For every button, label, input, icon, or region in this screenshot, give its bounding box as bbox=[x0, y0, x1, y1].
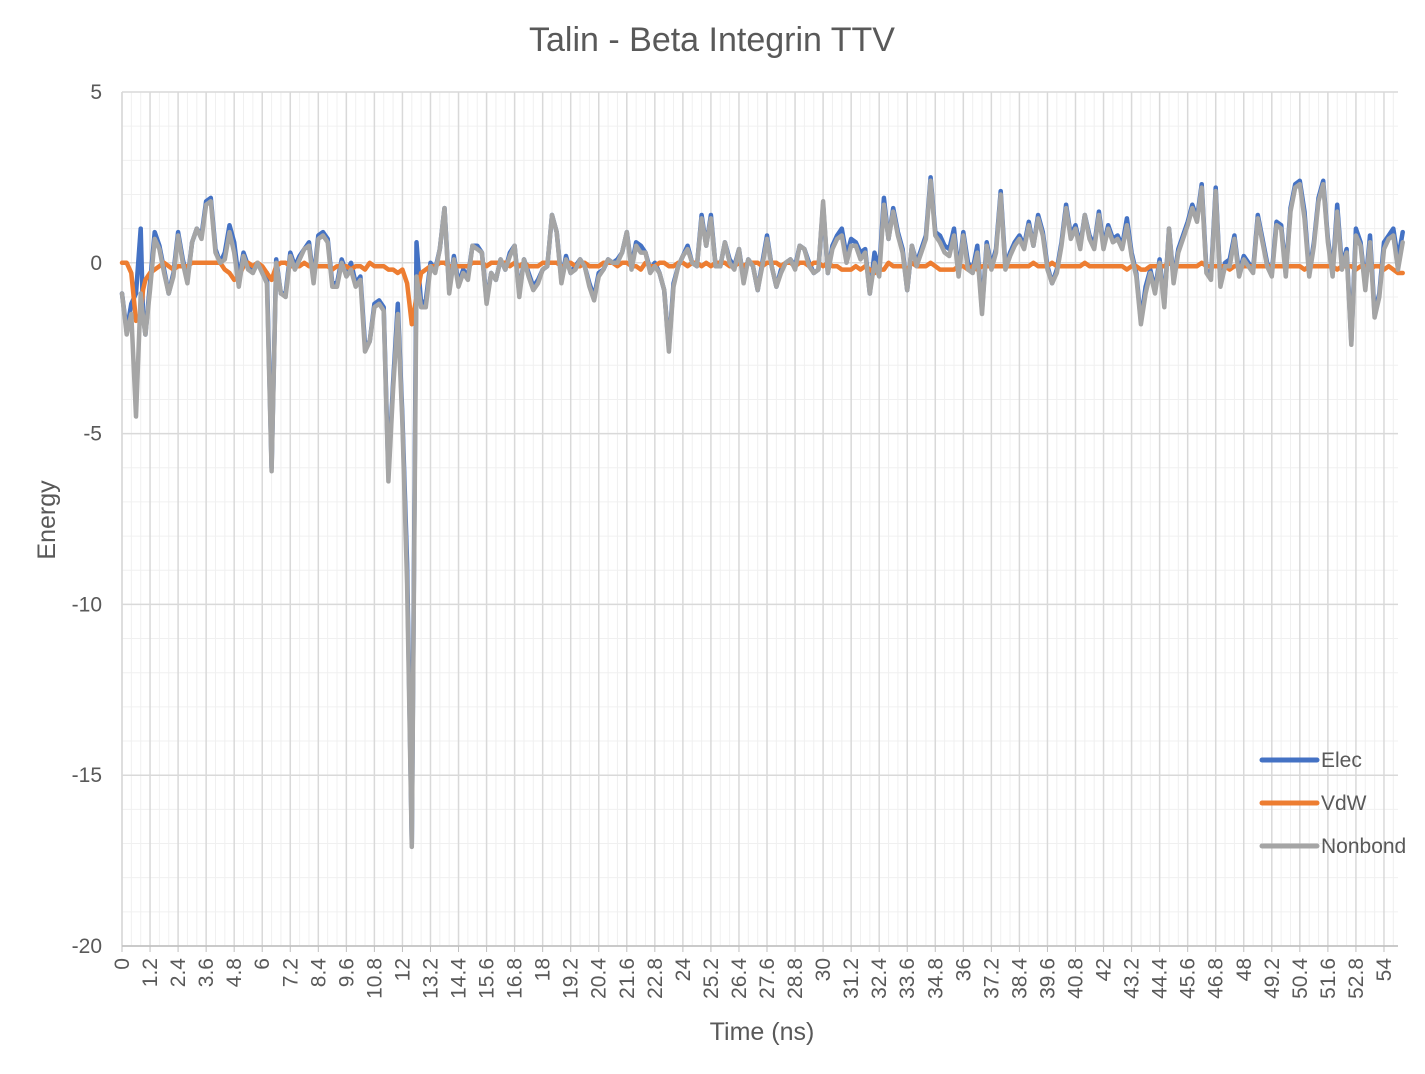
x-tick-label: 12 bbox=[391, 958, 414, 981]
x-tick-label: 19.2 bbox=[560, 958, 583, 999]
x-tick-label: 0 bbox=[111, 958, 134, 970]
x-tick-label: 39.6 bbox=[1036, 958, 1059, 999]
x-axis-title: Time (ns) bbox=[710, 1018, 815, 1046]
x-tick-label: 50.4 bbox=[1289, 958, 1312, 999]
x-tick-label: 42 bbox=[1093, 958, 1116, 981]
chart-title: Talin - Beta Integrin TTV bbox=[529, 21, 895, 59]
x-tick-label: 6 bbox=[251, 958, 274, 970]
y-tick-label: -20 bbox=[72, 935, 102, 958]
x-tick-label: 15.6 bbox=[476, 958, 499, 999]
y-tick-label: -10 bbox=[72, 593, 102, 616]
x-tick-label: 36 bbox=[952, 958, 975, 981]
x-tick-label: 28.8 bbox=[784, 958, 807, 999]
x-tick-label: 24 bbox=[672, 958, 695, 982]
x-tick-label: 48 bbox=[1233, 958, 1256, 981]
x-tick-label: 33.6 bbox=[896, 958, 919, 999]
x-tick-label: 38.4 bbox=[1008, 958, 1031, 999]
x-tick-label: 37.2 bbox=[980, 958, 1003, 999]
legend: Elec VdW Nonbond bbox=[1259, 749, 1406, 858]
x-tick-label: 40.8 bbox=[1064, 958, 1087, 999]
x-tick-label: 8.4 bbox=[307, 958, 330, 988]
x-tick-label: 25.2 bbox=[700, 958, 723, 999]
x-tick-label: 30 bbox=[812, 958, 835, 981]
x-tick-label: 31.2 bbox=[840, 958, 863, 999]
series-line-nonbond bbox=[119, 178, 1405, 850]
x-tick-label: 2.4 bbox=[167, 958, 190, 988]
x-tick-label: 43.2 bbox=[1121, 958, 1144, 999]
y-tick-label: -15 bbox=[72, 764, 102, 787]
legend-label-elec: Elec bbox=[1321, 749, 1362, 772]
x-tick-label: 49.2 bbox=[1261, 958, 1284, 999]
x-tick-label: 1.2 bbox=[139, 958, 162, 987]
x-tick-label: 14.4 bbox=[448, 958, 471, 999]
x-tick-label: 46.8 bbox=[1205, 958, 1228, 999]
grid bbox=[121, 91, 1398, 947]
x-tick-label: 3.6 bbox=[195, 958, 218, 987]
x-tick-label: 13.2 bbox=[419, 958, 442, 999]
y-tick-label: 5 bbox=[90, 81, 102, 104]
legend-label-vdw: VdW bbox=[1321, 792, 1367, 815]
y-axis-ticks: 5 0 -5 -10 -15 -20 bbox=[72, 81, 102, 958]
x-tick-label: 7.2 bbox=[279, 958, 302, 987]
x-tick-label: 9.6 bbox=[335, 958, 358, 987]
x-tick-label: 51.6 bbox=[1317, 958, 1340, 999]
x-tick-label: 34.8 bbox=[924, 958, 947, 999]
x-tick-label: 18 bbox=[532, 958, 555, 981]
x-tick-label: 26.4 bbox=[728, 958, 751, 999]
x-tick-label: 54 bbox=[1373, 958, 1396, 982]
x-tick-label: 10.8 bbox=[363, 958, 386, 999]
x-tick-label: 21.6 bbox=[616, 958, 639, 999]
x-tick-label: 22.8 bbox=[644, 958, 667, 999]
x-tick-label: 44.4 bbox=[1149, 958, 1172, 999]
x-tick-label: 20.4 bbox=[588, 958, 611, 999]
y-tick-label: -5 bbox=[83, 423, 102, 446]
x-tick-label: 4.8 bbox=[223, 958, 246, 987]
x-tick-label: 16.8 bbox=[504, 958, 527, 999]
x-tick-label: 45.6 bbox=[1177, 958, 1200, 999]
legend-label-nonbond: Nonbond bbox=[1321, 835, 1406, 858]
x-tick-label: 32.4 bbox=[868, 958, 891, 999]
series-lines bbox=[119, 175, 1405, 850]
y-axis-title: Energy bbox=[33, 480, 61, 560]
x-axis-ticks: 0 1.2 2.4 3.6 4.8 6 7.2 8.4 9.6 10.8 12 13.2 14.4 15.… bbox=[111, 946, 1396, 999]
y-tick-label: 0 bbox=[90, 252, 102, 275]
x-tick-label: 27.6 bbox=[756, 958, 779, 999]
x-tick-label: 52.8 bbox=[1345, 958, 1368, 999]
